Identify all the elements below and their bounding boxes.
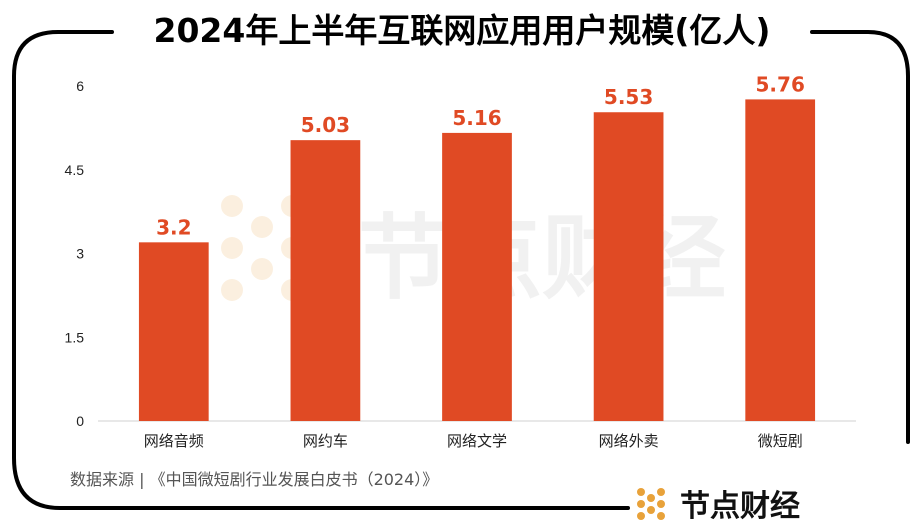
x-category-label: 网约车 (303, 432, 348, 450)
data-label: 5.53 (604, 85, 653, 109)
brand-logo: 节点财经 (637, 488, 800, 524)
data-label: 3.2 (156, 215, 191, 239)
chart-title: 2024年上半年互联网应用用户规模(亿人) (153, 11, 770, 50)
data-label: 5.16 (452, 106, 501, 130)
bar (290, 140, 361, 422)
y-axis-ticks: 0 1.5 3 4.5 6 (65, 78, 85, 429)
bar (138, 242, 209, 421)
y-tick-label: 0 (76, 413, 84, 429)
data-label: 5.76 (756, 72, 805, 96)
brand-name: 节点财经 (680, 489, 800, 524)
x-category-label: 网络文学 (447, 432, 507, 450)
watermark-text: 节点财经 (358, 205, 726, 312)
y-tick-label: 1.5 (65, 329, 85, 345)
data-label: 5.03 (301, 113, 350, 137)
y-tick-label: 3 (76, 246, 84, 262)
x-category-label: 网络音频 (144, 432, 204, 450)
data-labels: 3.2 5.03 5.16 5.53 5.76 (156, 72, 805, 239)
bar-series (138, 99, 816, 422)
x-category-label: 网络外卖 (599, 432, 659, 450)
y-tick-label: 4.5 (65, 162, 85, 178)
bar (593, 112, 664, 421)
brand-logo-icon (637, 488, 665, 520)
source-note: 数据来源 | 《中国微短剧行业发展白皮书（2024）》 (70, 470, 438, 489)
bar (745, 99, 816, 422)
frame-border (12, 30, 910, 510)
bar (442, 132, 512, 421)
x-category-label: 微短剧 (758, 432, 803, 450)
x-axis-categories: 网络音频 网约车 网络文学 网络外卖 微短剧 (144, 432, 803, 450)
y-tick-label: 6 (76, 78, 84, 94)
